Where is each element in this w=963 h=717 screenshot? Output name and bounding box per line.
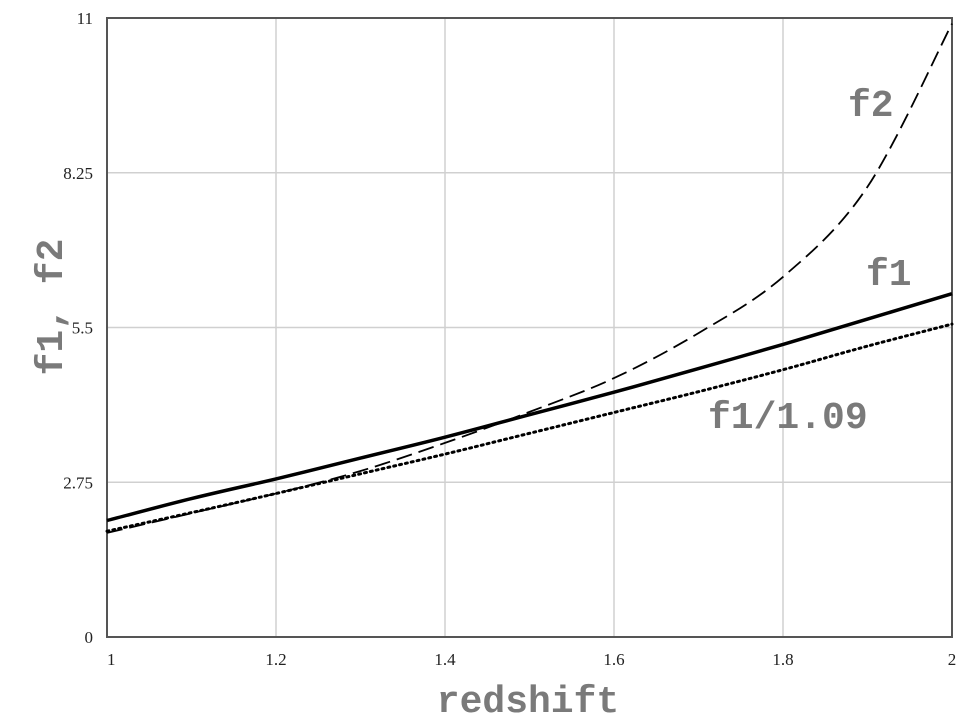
series-line-f1-1-09 bbox=[105, 322, 954, 533]
series-label-f1-scaled: f1/1.09 bbox=[708, 397, 868, 440]
grid-lines bbox=[107, 18, 952, 637]
y-tick-label: 0 bbox=[85, 628, 94, 647]
y-tick-label: 2.75 bbox=[63, 473, 93, 492]
y-tick-label: 5.5 bbox=[72, 319, 93, 338]
x-tick-label: 1 bbox=[107, 650, 116, 669]
series-label-f2: f2 bbox=[848, 85, 894, 128]
series-line-f2 bbox=[106, 23, 953, 534]
series-label-f1: f1 bbox=[866, 254, 912, 297]
x-tick-label: 2 bbox=[948, 650, 957, 669]
x-tick-label: 1.4 bbox=[434, 650, 456, 669]
x-tick-label: 1.6 bbox=[603, 650, 624, 669]
x-tick-label: 1.2 bbox=[265, 650, 286, 669]
y-tick-label: 8.25 bbox=[63, 164, 93, 183]
tick-labels: 1 1.2 1.4 1.6 1.8 2 0 2.75 5.5 8.25 11 bbox=[63, 9, 956, 669]
y-tick-label: 11 bbox=[77, 9, 93, 28]
x-axis-title: redshift bbox=[437, 681, 619, 717]
plot-frame bbox=[106, 17, 953, 638]
y-axis-title: f1, f2 bbox=[31, 239, 74, 376]
x-tick-label: 1.8 bbox=[772, 650, 793, 669]
series-lines bbox=[105, 23, 954, 534]
series-line-f1 bbox=[106, 292, 953, 523]
